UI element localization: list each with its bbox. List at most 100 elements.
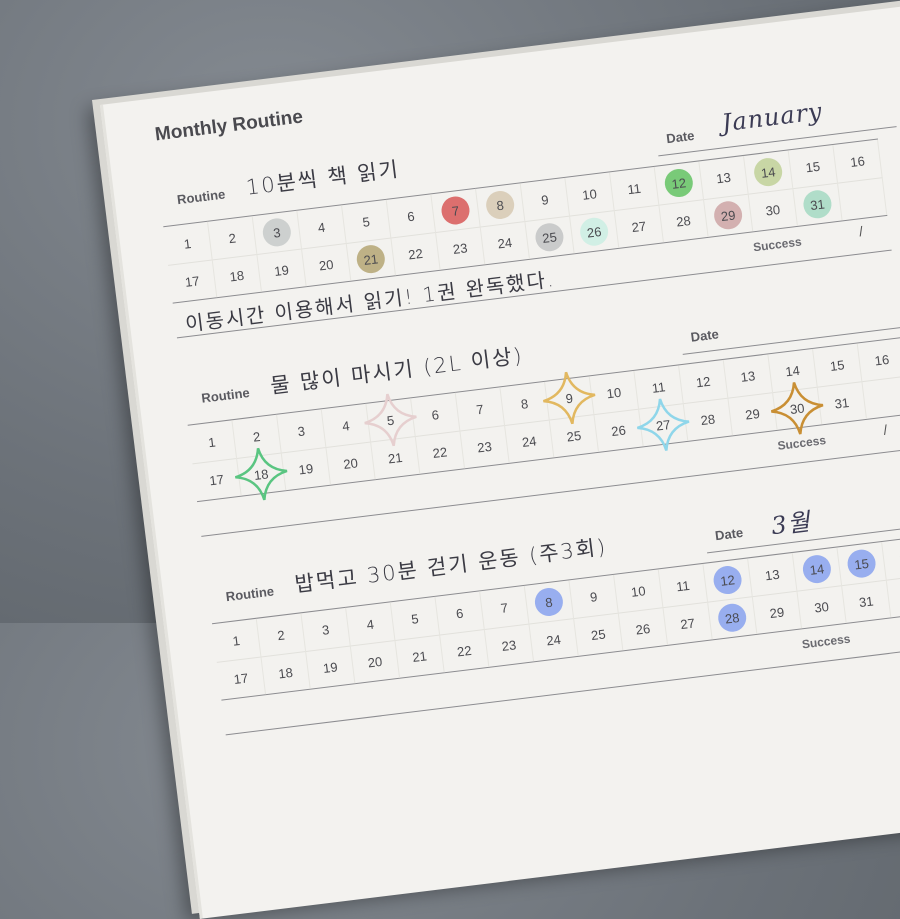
day-cell[interactable]: 14: [744, 150, 794, 194]
day-number: 16: [873, 351, 890, 368]
day-number: 31: [809, 195, 826, 213]
day-cell[interactable]: 18: [261, 650, 311, 695]
day-number: 5: [361, 213, 371, 230]
day-number: 1: [231, 632, 241, 649]
day-cell[interactable]: 11: [658, 563, 709, 608]
day-cell[interactable]: 2: [256, 613, 307, 657]
day-number: 17: [184, 272, 201, 290]
day-number: 21: [387, 449, 404, 466]
day-cell[interactable]: 15: [788, 144, 838, 189]
day-number: 10: [630, 582, 647, 600]
day-cell[interactable]: 6: [435, 591, 485, 635]
day-number: 16: [849, 152, 866, 170]
day-cell[interactable]: 31: [842, 579, 892, 623]
day-number: 8: [520, 395, 530, 412]
day-cell[interactable]: 29: [752, 590, 803, 634]
day-cell[interactable]: 5: [342, 199, 392, 243]
day-number: 19: [322, 658, 339, 676]
day-cell[interactable]: 24: [529, 618, 579, 662]
day-cell[interactable]: 30: [797, 585, 847, 629]
day-cell[interactable]: 13: [723, 354, 774, 398]
day-cell[interactable]: 28: [708, 596, 758, 640]
day-cell[interactable]: 8: [476, 183, 526, 227]
day-number: 19: [297, 460, 314, 477]
day-cell[interactable]: 4: [297, 205, 347, 249]
day-number: 6: [455, 605, 465, 621]
day-number: 15: [804, 158, 821, 175]
day-cell[interactable]: 2: [208, 216, 258, 260]
day-cell[interactable]: 27: [663, 601, 713, 645]
day-cell[interactable]: 1: [212, 618, 262, 662]
day-cell[interactable]: 1: [187, 420, 238, 464]
day-number: 18: [253, 465, 270, 483]
day-cell[interactable]: 12: [703, 558, 753, 602]
sparkle-star-icon: [770, 382, 824, 435]
day-cell[interactable]: 9: [542, 371, 596, 425]
day-cell[interactable]: 16: [857, 337, 900, 382]
sparkle-star-icon: [636, 398, 690, 451]
day-number: 2: [252, 428, 262, 445]
day-number: 14: [760, 163, 777, 181]
day-cell[interactable]: 6: [386, 194, 436, 238]
day-cell[interactable]: 27: [636, 398, 690, 451]
day-number: 31: [833, 394, 850, 412]
day-cell[interactable]: 5: [390, 596, 441, 640]
day-number: 28: [675, 212, 692, 230]
day-cell[interactable]: 3: [301, 607, 351, 651]
day-cell[interactable]: 14: [792, 547, 843, 591]
day-cell[interactable]: 25: [574, 612, 624, 656]
day-cell[interactable]: 8: [524, 580, 575, 624]
day-number: 5: [410, 610, 420, 627]
day-cell[interactable]: 4: [346, 602, 396, 646]
day-number: 30: [764, 201, 781, 219]
day-cell[interactable]: 20: [350, 639, 401, 684]
day-cell[interactable]: 10: [614, 569, 664, 613]
day-cell[interactable]: 30: [770, 382, 824, 435]
day-cell[interactable]: 13: [699, 155, 749, 200]
day-cell[interactable]: 12: [654, 161, 704, 205]
day-number: 20: [318, 256, 335, 273]
day-cell[interactable]: 21: [395, 634, 445, 678]
day-cell[interactable]: 9: [569, 574, 619, 619]
routine-label: Routine: [176, 186, 227, 208]
day-number: 21: [362, 250, 379, 268]
day-number: 29: [744, 405, 761, 423]
day-cell[interactable]: 11: [610, 166, 660, 211]
day-cell[interactable]: 5: [364, 393, 417, 447]
day-number: 18: [277, 664, 294, 681]
day-number: 12: [695, 373, 712, 390]
day-number: 26: [610, 421, 627, 439]
day-cell[interactable]: 16: [833, 139, 883, 183]
day-number: 24: [545, 631, 562, 649]
day-number: 7: [475, 401, 485, 417]
day-cell[interactable]: 26: [618, 607, 669, 651]
day-cell[interactable]: 22: [440, 629, 490, 673]
day-number: 18: [228, 267, 245, 284]
day-number: 30: [813, 598, 830, 616]
day-cell[interactable]: 17: [216, 656, 267, 700]
day-number: 27: [679, 614, 696, 632]
day-cell[interactable]: 10: [565, 172, 615, 216]
day-cell[interactable]: 15: [837, 541, 887, 586]
day-number: 29: [720, 206, 737, 224]
day-number: 17: [232, 669, 249, 687]
day-cell[interactable]: 19: [306, 645, 356, 689]
day-cell[interactable]: 13: [748, 552, 798, 597]
date-label: Date: [689, 326, 720, 345]
planner-page: Monthly Routine Routine 10분씩 책 읽기 Date J…: [100, 0, 900, 919]
day-number: 13: [715, 169, 732, 186]
day-cell[interactable]: 23: [484, 623, 535, 667]
day-number: 24: [521, 432, 538, 450]
day-number: 10: [605, 384, 622, 401]
day-number: 26: [586, 223, 603, 241]
day-cell[interactable]: 1: [163, 221, 213, 265]
day-number: 19: [273, 261, 290, 279]
day-cell[interactable]: 9: [520, 177, 570, 222]
day-cell[interactable]: 7: [431, 188, 481, 233]
day-cell[interactable]: 18: [234, 447, 288, 501]
day-cell[interactable]: 7: [455, 387, 506, 431]
routine-label: Routine: [224, 583, 275, 605]
day-number: 7: [499, 599, 509, 616]
day-cell[interactable]: 3: [252, 210, 302, 254]
